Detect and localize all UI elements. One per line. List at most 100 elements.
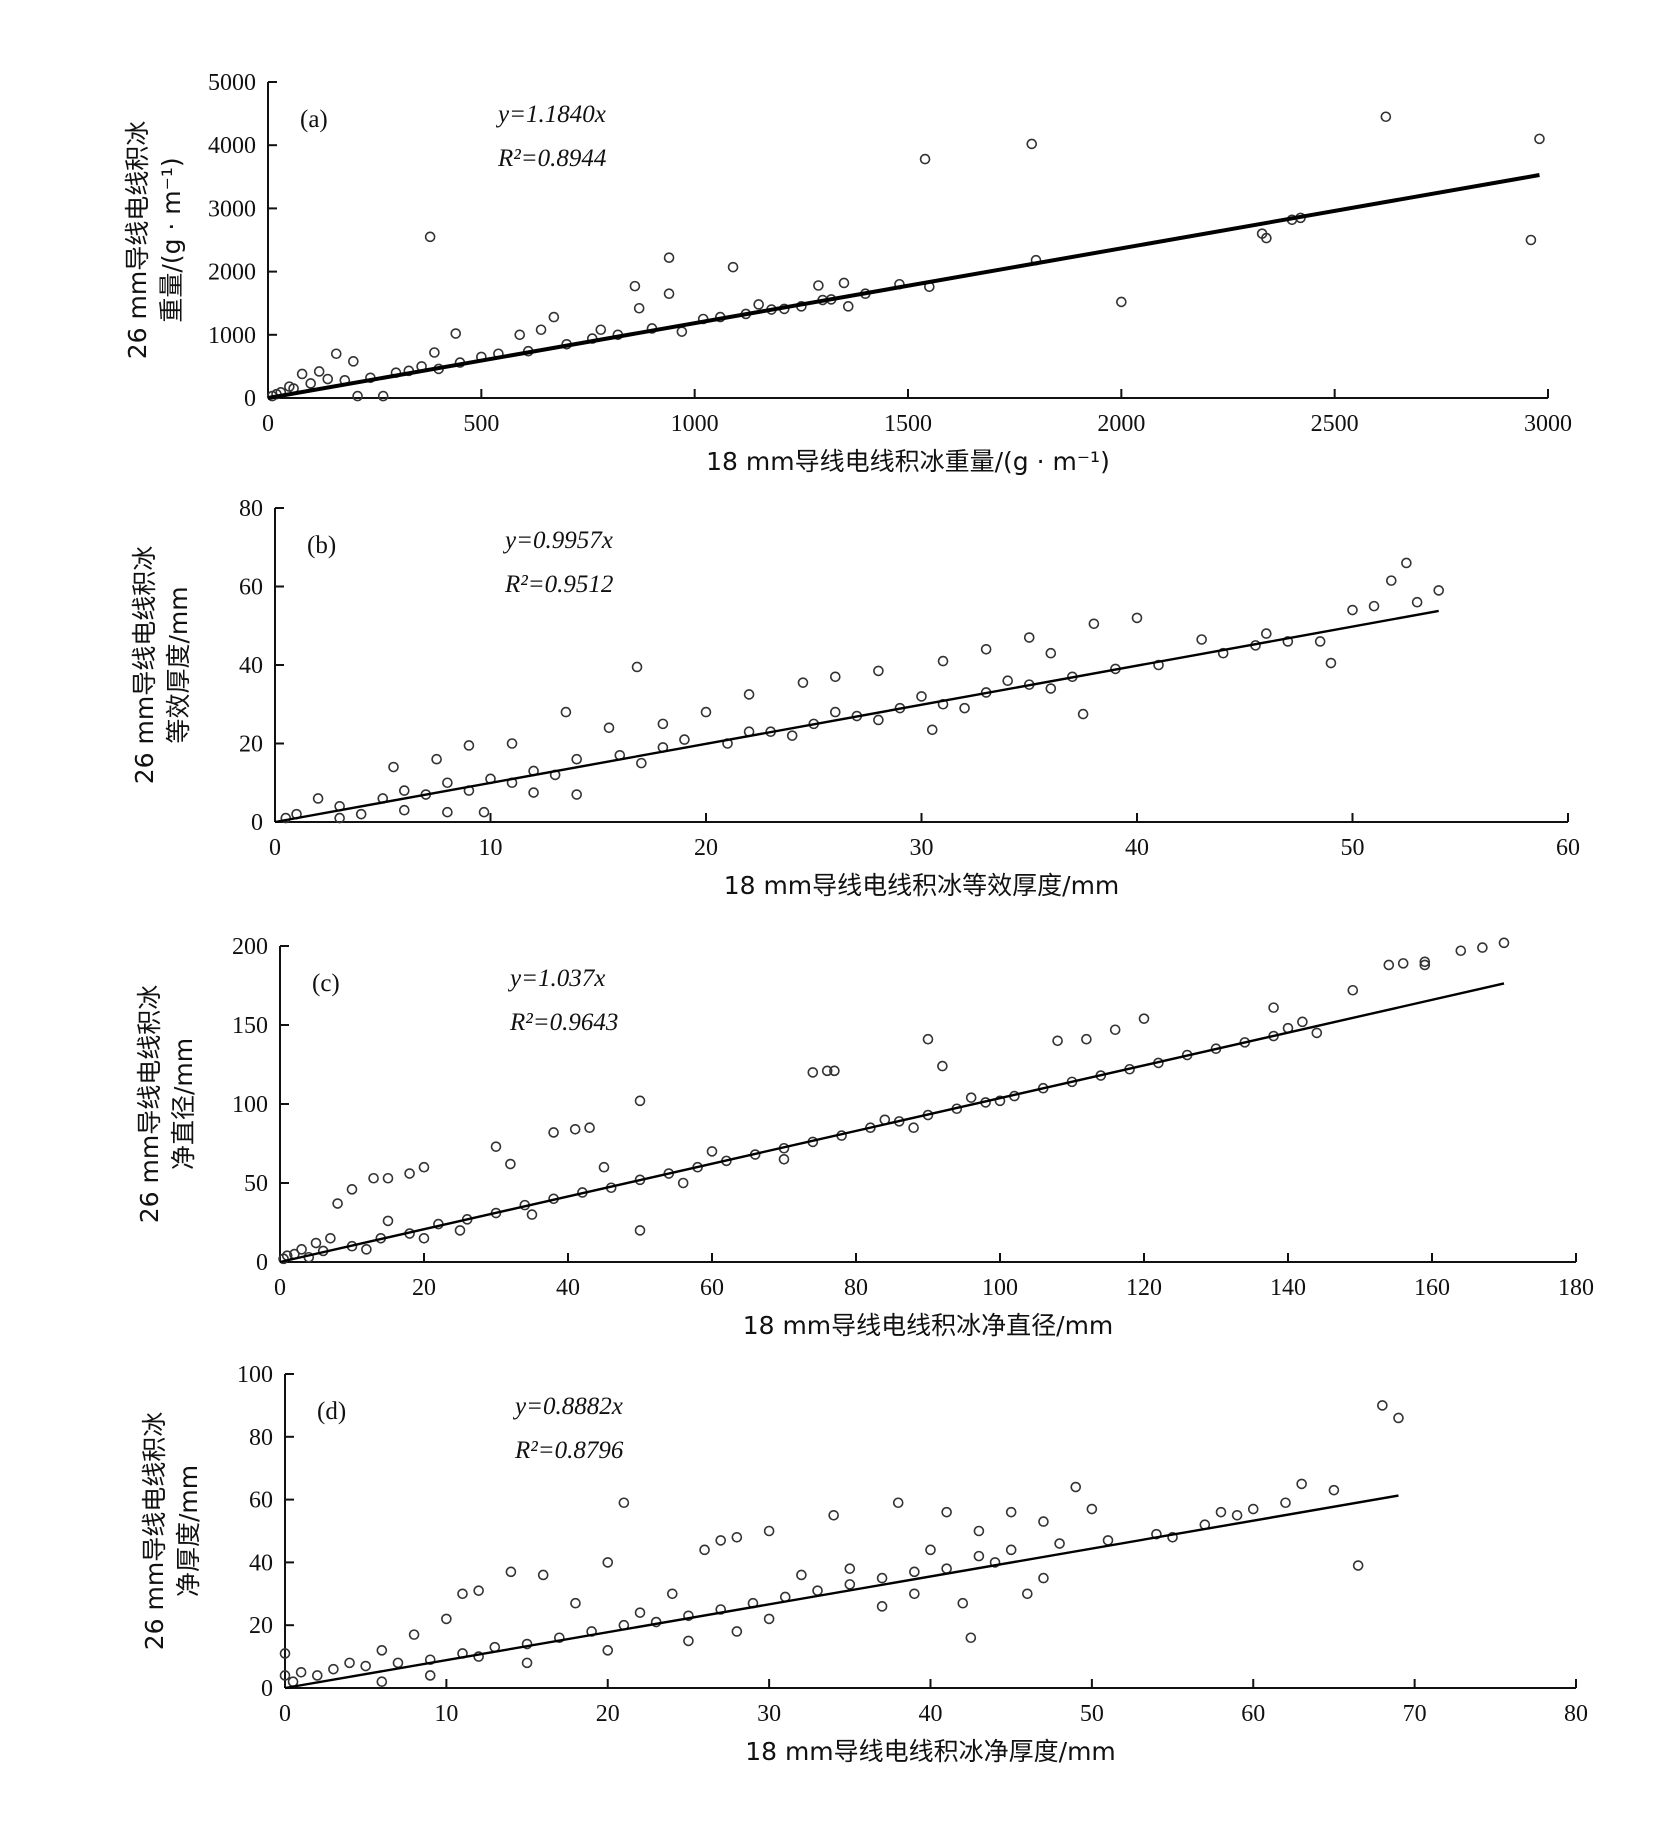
data-point — [505, 1158, 516, 1170]
data-point — [965, 1632, 977, 1644]
data-point — [743, 689, 755, 700]
data-point — [528, 787, 539, 798]
x-tick-label: 180 — [1558, 1275, 1594, 1301]
y-axis-title-line1: 26 mm导线电线积冰 — [123, 121, 152, 359]
data-point — [778, 1154, 790, 1165]
data-point — [346, 1184, 358, 1195]
data-point — [1088, 618, 1100, 630]
data-point — [1498, 937, 1510, 949]
y-tick-label: 40 — [249, 1550, 273, 1576]
data-point — [1045, 647, 1057, 659]
x-tick-label: 80 — [1564, 1701, 1588, 1727]
y-tick-label: 1000 — [208, 323, 256, 349]
data-point — [310, 1237, 322, 1249]
data-point — [1525, 234, 1537, 246]
data-point — [1002, 675, 1014, 687]
data-point — [312, 793, 324, 804]
y-tick-label: 60 — [249, 1488, 273, 1514]
y-tick-label: 4000 — [208, 133, 256, 159]
data-point — [490, 1141, 502, 1152]
data-point — [844, 1563, 856, 1574]
data-point — [909, 1588, 920, 1600]
regression-equation: y=0.8882x — [512, 1393, 623, 1420]
data-point — [279, 1670, 291, 1681]
x-tick-label: 60 — [1556, 835, 1580, 861]
data-point — [715, 1604, 727, 1615]
data-point — [926, 724, 938, 736]
data-point — [521, 1638, 533, 1650]
data-point — [548, 1127, 559, 1138]
data-point — [1311, 1027, 1323, 1039]
regression-equation: y=1.1840x — [495, 101, 606, 128]
r-squared-label: R²=0.8796 — [514, 1437, 624, 1464]
data-point — [1383, 959, 1395, 971]
data-point — [731, 1626, 743, 1637]
data-point — [560, 706, 572, 718]
x-tick-label: 0 — [274, 1275, 286, 1301]
data-point — [424, 1670, 436, 1681]
data-point — [348, 356, 359, 367]
data-point — [368, 1172, 379, 1184]
r-squared-label: R²=0.9643 — [509, 1009, 618, 1036]
data-point — [584, 1122, 595, 1133]
data-point — [429, 347, 440, 358]
data-point — [424, 1654, 436, 1666]
data-point — [473, 1651, 484, 1662]
data-point — [919, 153, 931, 165]
data-point — [666, 1588, 678, 1600]
data-point — [382, 1215, 394, 1227]
y-axis-title-line1: 26 mm导线电线积冰 — [135, 985, 164, 1223]
data-point — [1131, 612, 1143, 624]
x-tick-label: 40 — [556, 1275, 580, 1301]
y-tick-label: 0 — [251, 810, 263, 836]
panel-label: (b) — [307, 532, 336, 559]
y-tick-label: 150 — [232, 1013, 268, 1039]
data-point — [535, 324, 547, 336]
y-axis-title-line1: 26 mm导线电线积冰 — [130, 546, 159, 784]
data-point — [279, 1648, 291, 1659]
data-point — [392, 1657, 404, 1669]
data-point — [941, 1506, 952, 1518]
data-point — [633, 302, 645, 314]
data-point — [706, 1146, 718, 1157]
data-point — [598, 1161, 610, 1173]
r-squared-label: R²=0.9512 — [504, 571, 613, 598]
data-point — [937, 1060, 948, 1072]
data-point — [1328, 1484, 1340, 1496]
data-point — [313, 366, 325, 377]
x-tick-label: 0 — [269, 835, 281, 861]
data-point — [715, 1535, 727, 1546]
data-point — [454, 1225, 466, 1236]
data-point — [398, 785, 410, 796]
data-point — [663, 288, 675, 300]
data-point — [571, 789, 583, 800]
y-tick-label: 80 — [239, 496, 263, 522]
y-tick-label: 2000 — [208, 260, 256, 286]
data-point — [360, 1660, 371, 1672]
data-point — [873, 665, 884, 677]
data-point — [679, 734, 690, 745]
y-tick-label: 200 — [232, 934, 268, 960]
data-point — [876, 1572, 888, 1584]
data-point — [1347, 984, 1359, 996]
data-point — [763, 1613, 775, 1625]
data-point — [1151, 1528, 1162, 1540]
data-point — [376, 1645, 388, 1656]
data-point — [505, 1566, 517, 1578]
data-point — [548, 311, 560, 323]
data-point — [763, 1525, 775, 1537]
data-point — [631, 661, 643, 673]
data-point — [278, 1253, 289, 1265]
data-point — [463, 740, 475, 751]
data-point — [1261, 232, 1272, 244]
data-point — [813, 280, 824, 291]
data-point — [634, 1607, 646, 1618]
data-point — [521, 1657, 533, 1669]
data-point — [441, 1613, 452, 1625]
data-point — [418, 1161, 430, 1173]
x-tick-label: 10 — [434, 1701, 458, 1727]
x-tick-label: 0 — [262, 411, 274, 437]
data-point — [797, 677, 809, 688]
y-tick-label: 20 — [239, 732, 263, 758]
x-tick-label: 100 — [982, 1275, 1018, 1301]
